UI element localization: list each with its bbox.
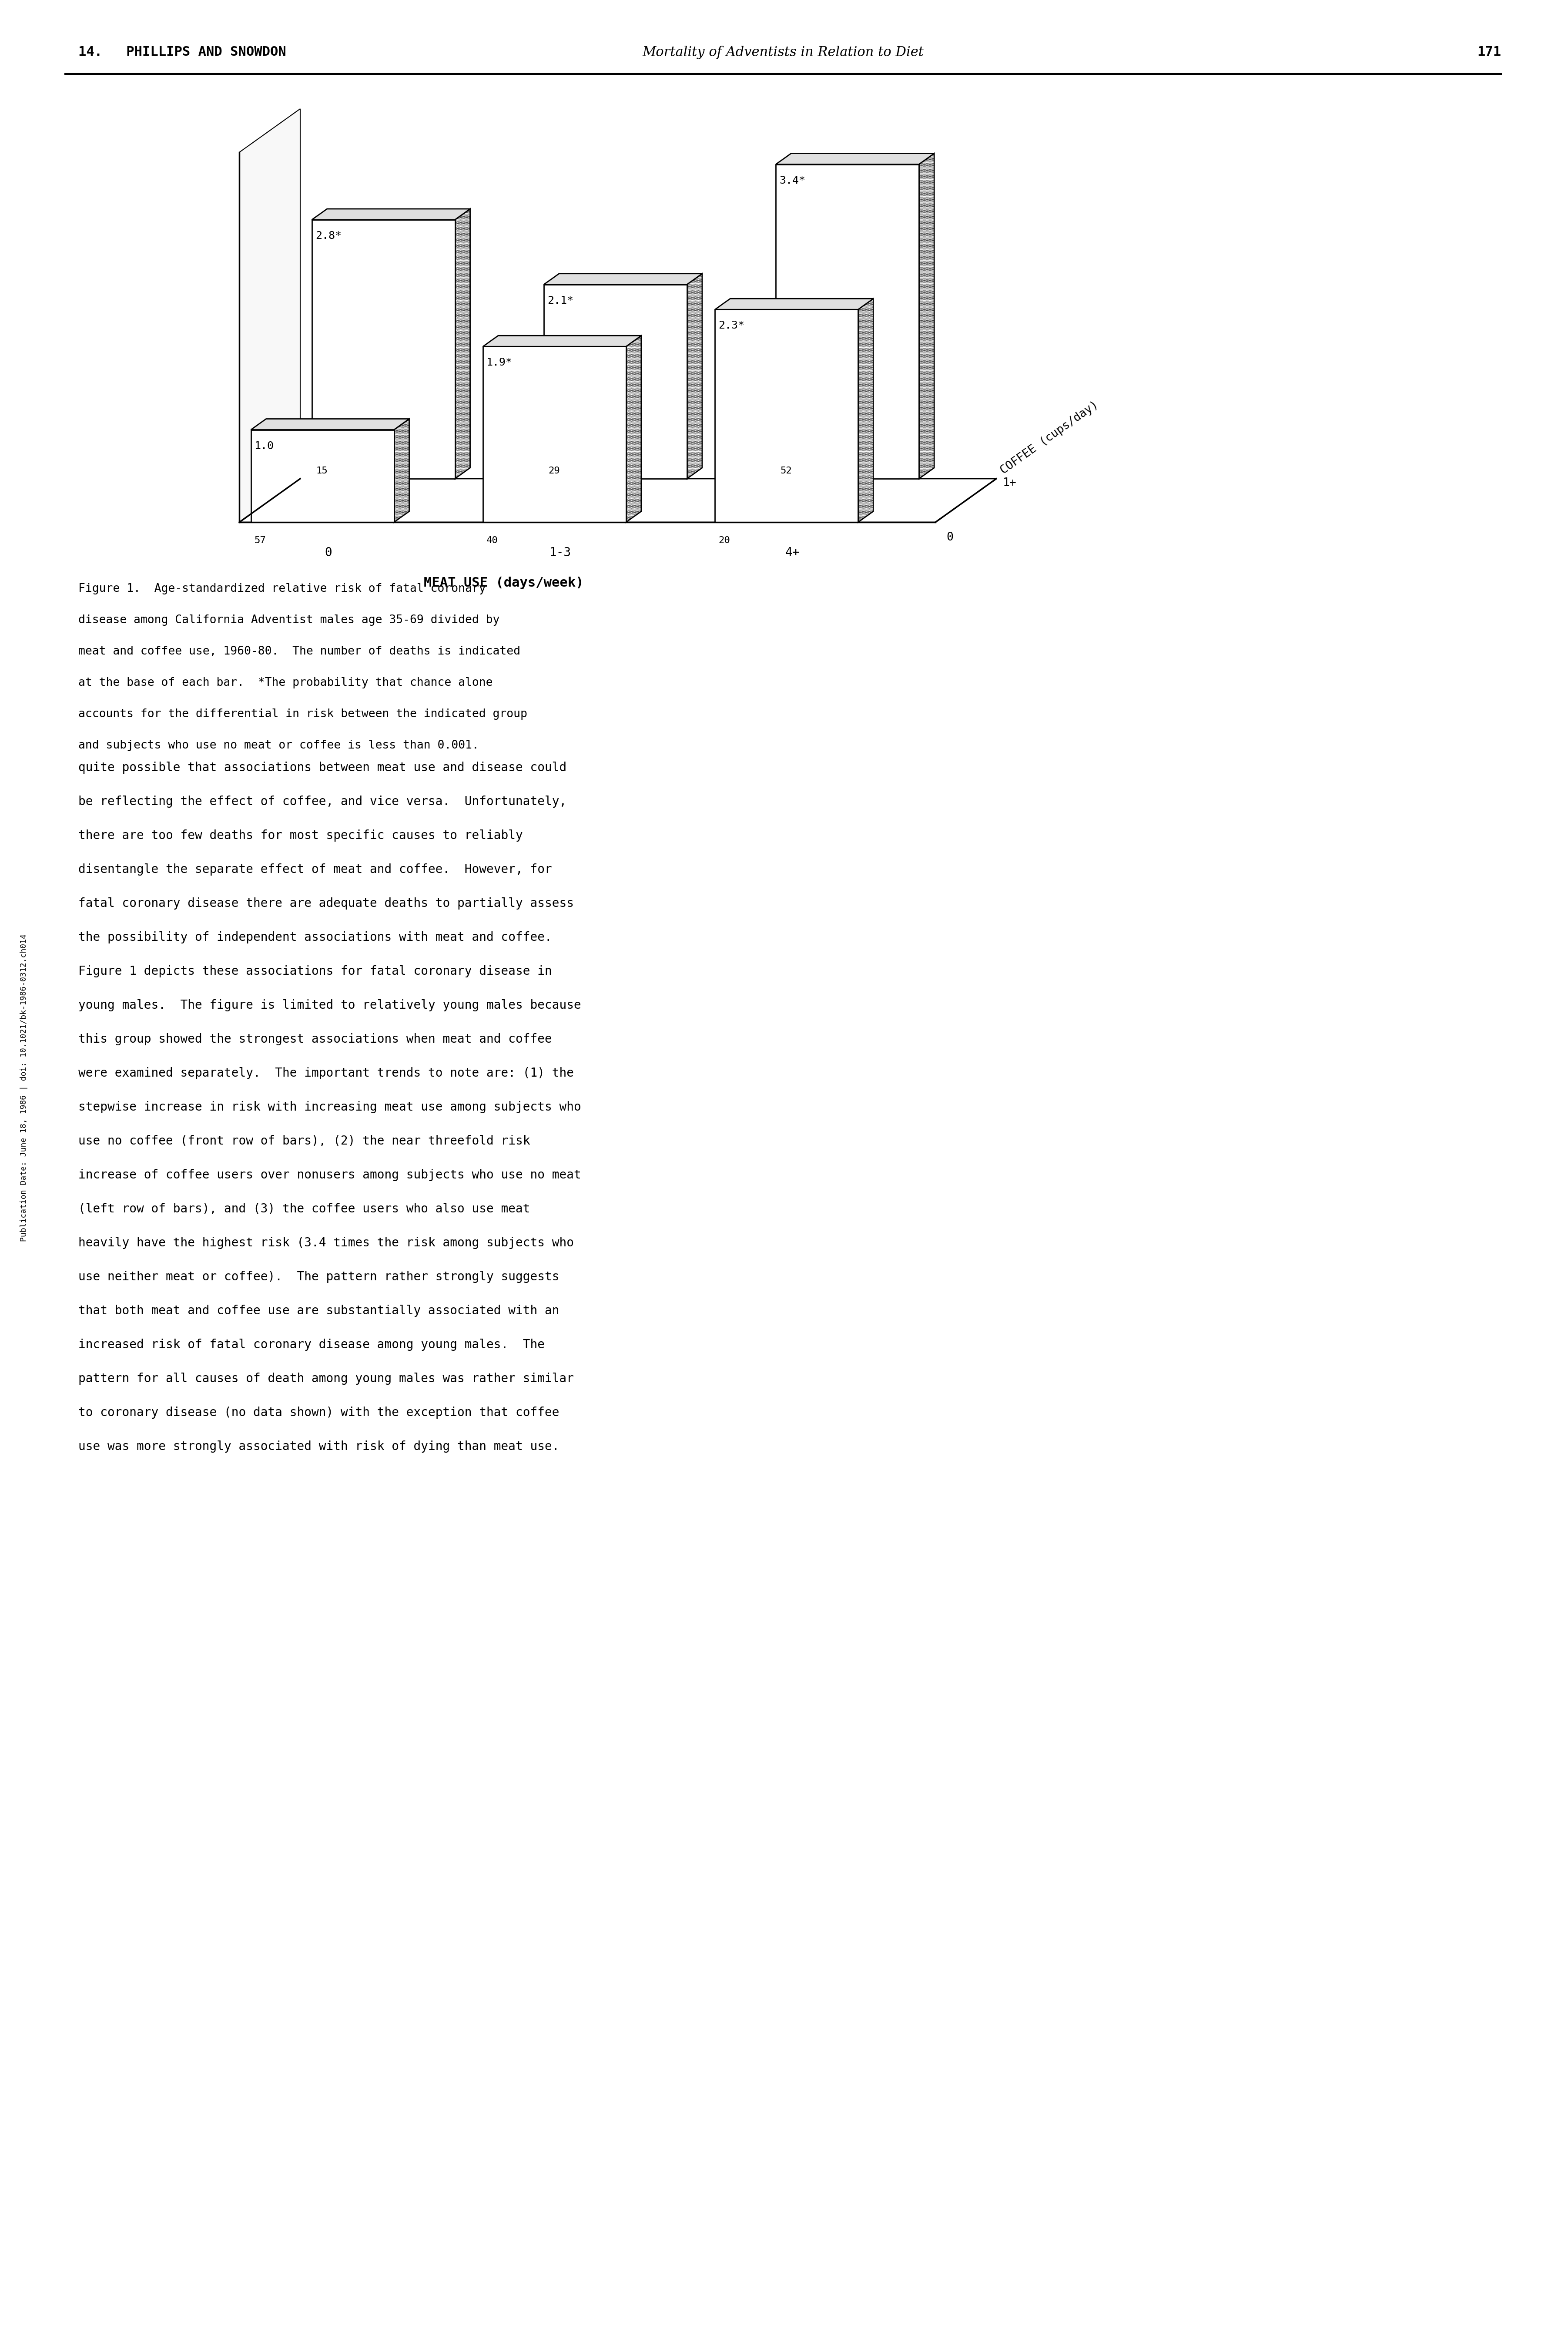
Text: 15: 15	[317, 468, 328, 475]
Text: 171: 171	[1477, 47, 1501, 59]
Text: 2.3*: 2.3*	[718, 320, 745, 331]
Text: 1+: 1+	[1004, 477, 1016, 489]
Text: stepwise increase in risk with increasing meat use among subjects who: stepwise increase in risk with increasin…	[78, 1102, 582, 1114]
Text: Figure 1 depicts these associations for fatal coronary disease in: Figure 1 depicts these associations for …	[78, 966, 552, 978]
Text: 52: 52	[781, 468, 792, 475]
Text: use was more strongly associated with risk of dying than meat use.: use was more strongly associated with ri…	[78, 1441, 560, 1452]
Text: 3.4*: 3.4*	[779, 176, 806, 186]
Text: at the base of each bar.  *The probability that chance alone: at the base of each bar. *The probabilit…	[78, 677, 492, 689]
Polygon shape	[455, 209, 470, 479]
Text: to coronary disease (no data shown) with the exception that coffee: to coronary disease (no data shown) with…	[78, 1408, 560, 1419]
Text: accounts for the differential in risk between the indicated group: accounts for the differential in risk be…	[78, 707, 527, 719]
Polygon shape	[394, 418, 409, 522]
Text: 29: 29	[549, 468, 560, 475]
Text: 57: 57	[254, 536, 267, 545]
Text: that both meat and coffee use are substantially associated with an: that both meat and coffee use are substa…	[78, 1304, 560, 1316]
Text: disentangle the separate effect of meat and coffee.  However, for: disentangle the separate effect of meat …	[78, 862, 552, 877]
Polygon shape	[240, 108, 299, 522]
Text: fatal coronary disease there are adequate deaths to partially assess: fatal coronary disease there are adequat…	[78, 898, 574, 909]
Text: 2.1*: 2.1*	[547, 296, 574, 306]
Polygon shape	[776, 165, 919, 479]
Text: 1.9*: 1.9*	[486, 357, 513, 369]
Text: 1.0: 1.0	[254, 442, 274, 451]
Polygon shape	[858, 298, 873, 522]
Polygon shape	[715, 298, 873, 310]
Text: 1-3: 1-3	[549, 548, 571, 559]
Text: 4+: 4+	[786, 548, 800, 559]
Text: COFFEE (cups/day): COFFEE (cups/day)	[999, 400, 1101, 477]
Polygon shape	[544, 273, 702, 284]
Text: be reflecting the effect of coffee, and vice versa.  Unfortunately,: be reflecting the effect of coffee, and …	[78, 797, 566, 808]
Text: heavily have the highest risk (3.4 times the risk among subjects who: heavily have the highest risk (3.4 times…	[78, 1236, 574, 1248]
Text: increase of coffee users over nonusers among subjects who use no meat: increase of coffee users over nonusers a…	[78, 1168, 582, 1182]
Text: this group showed the strongest associations when meat and coffee: this group showed the strongest associat…	[78, 1034, 552, 1046]
Text: and subjects who use no meat or coffee is less than 0.001.: and subjects who use no meat or coffee i…	[78, 740, 478, 752]
Text: Mortality of Adventists in Relation to Diet: Mortality of Adventists in Relation to D…	[643, 45, 924, 59]
Text: MEAT USE (days/week): MEAT USE (days/week)	[423, 576, 583, 590]
Polygon shape	[251, 418, 409, 430]
Text: were examined separately.  The important trends to note are: (1) the: were examined separately. The important …	[78, 1067, 574, 1079]
Polygon shape	[544, 284, 687, 479]
Text: 20: 20	[718, 536, 731, 545]
Polygon shape	[626, 336, 641, 522]
Polygon shape	[715, 310, 858, 522]
Polygon shape	[483, 345, 626, 522]
Text: disease among California Adventist males age 35-69 divided by: disease among California Adventist males…	[78, 613, 500, 625]
Text: Publication Date: June 18, 1986 | doi: 10.1021/bk-1986-0312.ch014: Publication Date: June 18, 1986 | doi: 1…	[20, 935, 28, 1241]
Text: Figure 1.  Age-standardized relative risk of fatal coronary: Figure 1. Age-standardized relative risk…	[78, 583, 486, 595]
Polygon shape	[687, 273, 702, 479]
Text: there are too few deaths for most specific causes to reliably: there are too few deaths for most specif…	[78, 830, 522, 841]
Polygon shape	[312, 209, 470, 221]
Text: 0: 0	[946, 531, 953, 543]
Text: use no coffee (front row of bars), (2) the near threefold risk: use no coffee (front row of bars), (2) t…	[78, 1135, 530, 1147]
Text: 14.   PHILLIPS AND SNOWDON: 14. PHILLIPS AND SNOWDON	[78, 47, 287, 59]
Polygon shape	[483, 336, 641, 345]
Text: quite possible that associations between meat use and disease could: quite possible that associations between…	[78, 761, 566, 773]
Polygon shape	[919, 153, 935, 479]
Text: young males.  The figure is limited to relatively young males because: young males. The figure is limited to re…	[78, 999, 582, 1010]
Text: use neither meat or coffee).  The pattern rather strongly suggests: use neither meat or coffee). The pattern…	[78, 1271, 560, 1283]
Text: meat and coffee use, 1960-80.  The number of deaths is indicated: meat and coffee use, 1960-80. The number…	[78, 646, 521, 658]
Text: pattern for all causes of death among young males was rather similar: pattern for all causes of death among yo…	[78, 1372, 574, 1384]
Text: 2.8*: 2.8*	[315, 230, 342, 242]
Text: the possibility of independent associations with meat and coffee.: the possibility of independent associati…	[78, 931, 552, 942]
Text: increased risk of fatal coronary disease among young males.  The: increased risk of fatal coronary disease…	[78, 1339, 544, 1351]
Text: 40: 40	[486, 536, 499, 545]
Text: (left row of bars), and (3) the coffee users who also use meat: (left row of bars), and (3) the coffee u…	[78, 1203, 530, 1215]
Text: 0: 0	[325, 548, 332, 559]
Polygon shape	[240, 479, 996, 522]
Polygon shape	[312, 221, 455, 479]
Polygon shape	[776, 153, 935, 164]
Polygon shape	[251, 430, 394, 522]
